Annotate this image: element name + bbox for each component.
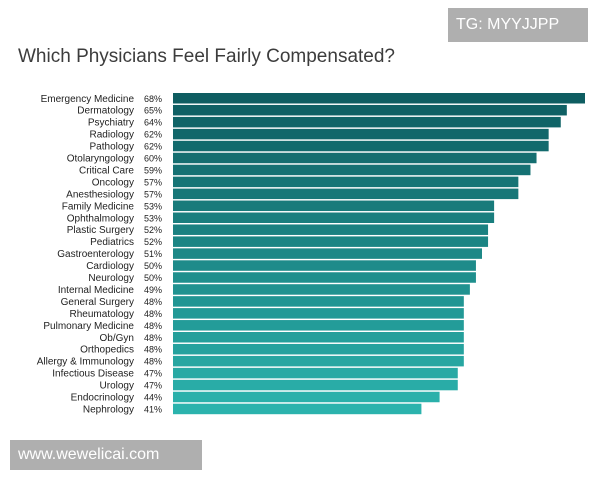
- category-label: Otolaryngology: [67, 154, 134, 165]
- value-label: 48%: [144, 357, 162, 367]
- chart-title: Which Physicians Feel Fairly Compensated…: [18, 46, 395, 67]
- category-label: Pathology: [90, 142, 134, 153]
- bar: [173, 355, 464, 367]
- category-label: General Surgery: [61, 297, 134, 308]
- bar: [173, 260, 476, 271]
- bar: [173, 188, 519, 200]
- category-label: Gastroenterology: [57, 249, 134, 260]
- value-label: 57%: [144, 189, 162, 199]
- value-label: 64%: [144, 118, 162, 128]
- category-label: Nephrology: [83, 404, 134, 415]
- bar: [173, 236, 489, 247]
- value-label: 60%: [144, 154, 162, 164]
- value-label: 50%: [144, 261, 162, 271]
- category-label: Urology: [100, 381, 134, 392]
- bar: [173, 332, 464, 343]
- bar: [173, 104, 567, 116]
- bar: [173, 224, 489, 235]
- category-label: Ophthalmology: [67, 213, 134, 224]
- value-label: 48%: [144, 309, 162, 319]
- value-label: 53%: [144, 201, 162, 211]
- bar: [173, 152, 537, 164]
- value-label: 48%: [144, 333, 162, 343]
- bar: [173, 248, 482, 259]
- value-label: 52%: [144, 225, 162, 235]
- category-label: Pediatrics: [90, 237, 134, 248]
- category-label: Radiology: [90, 130, 134, 141]
- value-label: 41%: [144, 404, 162, 414]
- bar: [173, 140, 549, 152]
- value-label: 50%: [144, 273, 162, 283]
- category-label: Pulmonary Medicine: [43, 321, 134, 332]
- category-label: Oncology: [92, 177, 134, 188]
- value-label: 51%: [144, 249, 162, 259]
- category-label: Plastic Surgery: [67, 225, 134, 236]
- category-label: Anesthesiology: [66, 189, 134, 200]
- category-label: Critical Care: [79, 165, 134, 176]
- value-label: 47%: [144, 381, 162, 391]
- bar: [173, 176, 519, 188]
- value-label: 44%: [144, 393, 162, 403]
- bar: [173, 320, 464, 331]
- category-label: Internal Medicine: [58, 285, 135, 296]
- bar: [173, 164, 531, 176]
- value-label: 62%: [144, 142, 162, 152]
- category-label: Psychiatry: [88, 118, 134, 129]
- category-label: Infectious Disease: [52, 369, 134, 380]
- value-label: 53%: [144, 213, 162, 223]
- bar: [173, 200, 495, 212]
- bar: [173, 128, 549, 140]
- category-label: Rheumatology: [70, 309, 134, 320]
- value-label: 65%: [144, 106, 162, 116]
- bar: [173, 403, 422, 415]
- category-label: Orthopedics: [80, 345, 134, 356]
- value-label: 62%: [144, 130, 162, 140]
- bar: [173, 116, 561, 128]
- category-label: Allergy & Immunology: [37, 357, 134, 368]
- category-label: Endocrinology: [71, 393, 134, 404]
- bar: [173, 379, 458, 391]
- category-label: Family Medicine: [62, 201, 135, 212]
- value-label: 48%: [144, 345, 162, 355]
- value-label: 47%: [144, 369, 162, 379]
- value-label: 48%: [144, 297, 162, 307]
- value-label: 68%: [144, 94, 162, 104]
- bar: [173, 391, 440, 403]
- category-label: Ob/Gyn: [100, 333, 134, 344]
- value-label: 57%: [144, 177, 162, 187]
- bar: [173, 343, 464, 355]
- value-label: 49%: [144, 285, 162, 295]
- value-label: 52%: [144, 237, 162, 247]
- bar: [173, 296, 464, 307]
- bar: [173, 93, 585, 104]
- bar: [173, 272, 476, 283]
- watermark-top: TG: MYYJJPP: [448, 8, 588, 42]
- category-label: Neurology: [88, 273, 134, 284]
- bar: [173, 308, 464, 319]
- category-label: Emergency Medicine: [41, 94, 135, 105]
- bar: [173, 367, 458, 379]
- value-label: 48%: [144, 321, 162, 331]
- value-label: 59%: [144, 165, 162, 175]
- bar: [173, 284, 470, 295]
- category-label: Dermatology: [77, 106, 134, 117]
- category-label: Cardiology: [86, 261, 134, 272]
- bar: [173, 212, 495, 223]
- watermark-bottom: www.wewelicai.com: [10, 440, 202, 470]
